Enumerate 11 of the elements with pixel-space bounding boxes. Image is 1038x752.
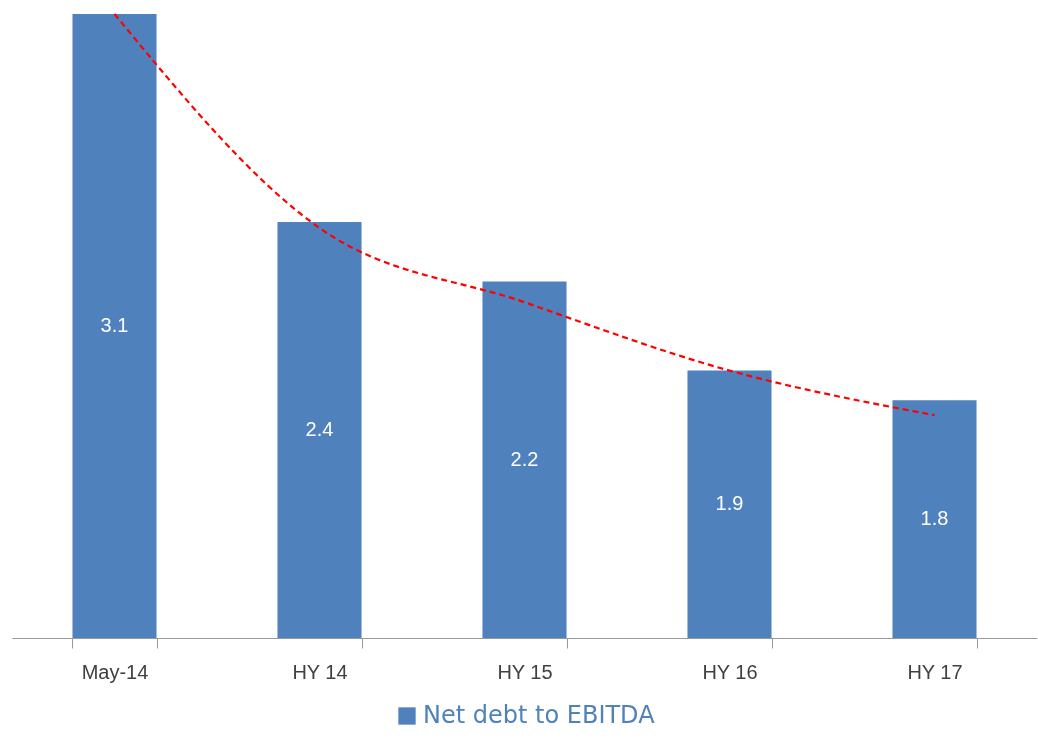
data-label: 2.2 (510, 447, 539, 470)
x-tick-label: HY 16 (702, 660, 758, 683)
x-tick-label: HY 17 (907, 660, 963, 683)
legend-label: Net debt to EBITDA (423, 701, 656, 729)
x-tick-label: May-14 (81, 660, 149, 683)
data-label: 3.1 (100, 314, 129, 336)
x-tick-label: HY 15 (497, 660, 553, 683)
x-tick-label: HY 14 (292, 660, 348, 683)
data-label: 2.4 (305, 418, 334, 440)
data-label: 1.8 (920, 507, 949, 530)
data-label: 1.9 (715, 492, 744, 515)
